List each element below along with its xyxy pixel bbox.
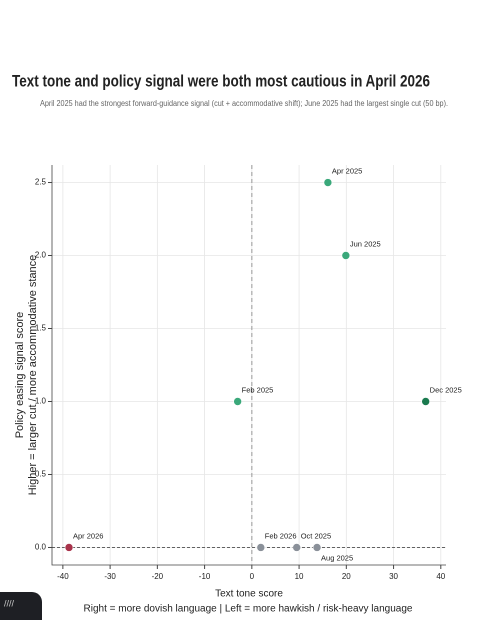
point-label: Feb 2025 <box>242 385 274 394</box>
x-tick-label: -30 <box>104 572 116 581</box>
x-axis-label: Text tone score <box>215 589 283 600</box>
y-tick-label: 2.5 <box>35 178 47 187</box>
point-label: Dec 2025 <box>430 385 462 394</box>
point <box>312 543 322 552</box>
x-tick-label: -20 <box>152 572 164 581</box>
point-label: Apr 2026 <box>73 531 103 540</box>
x-tick-label: 10 <box>295 572 304 581</box>
x-tick-label: 20 <box>342 572 351 581</box>
axis-frame <box>51 165 446 566</box>
x-axis-note: Right = more dovish language | Left = mo… <box>84 604 413 615</box>
overlay-icon <box>0 592 42 620</box>
y-tick-label: 1.0 <box>35 397 47 406</box>
point <box>256 543 266 552</box>
chart-subtitle: April 2025 had the strongest forward-gui… <box>40 99 448 108</box>
y-tick-label: 0.0 <box>35 543 47 552</box>
point-label: Oct 2025 <box>301 531 331 540</box>
point-label: Jun 2025 <box>350 239 381 248</box>
point <box>341 251 351 260</box>
y-tick-label: 0.5 <box>35 470 47 479</box>
x-tick-label: -10 <box>199 572 211 581</box>
x-tick-label: 0 <box>250 572 255 581</box>
y-tick-label: 1.5 <box>35 324 47 333</box>
point <box>233 397 242 406</box>
point <box>292 543 302 552</box>
y-tick-label: 2.0 <box>35 251 47 260</box>
point <box>64 543 74 552</box>
point-label: Apr 2025 <box>332 167 362 176</box>
y-axis-label: Policy easing signal score <box>14 312 26 439</box>
x-tick-label: 30 <box>389 572 398 581</box>
point <box>421 397 430 406</box>
point-label: Aug 2025 <box>321 553 353 562</box>
point-label: Feb 2026 <box>265 531 297 540</box>
y-axis-note: Higher = larger cut / more accommodative… <box>27 255 39 496</box>
x-tick-label: -40 <box>57 572 69 581</box>
overlay-glyph: //// <box>4 598 15 608</box>
x-tick-label: 40 <box>436 572 445 581</box>
chart-title: Text tone and policy signal were both mo… <box>12 72 430 90</box>
point <box>323 178 333 187</box>
